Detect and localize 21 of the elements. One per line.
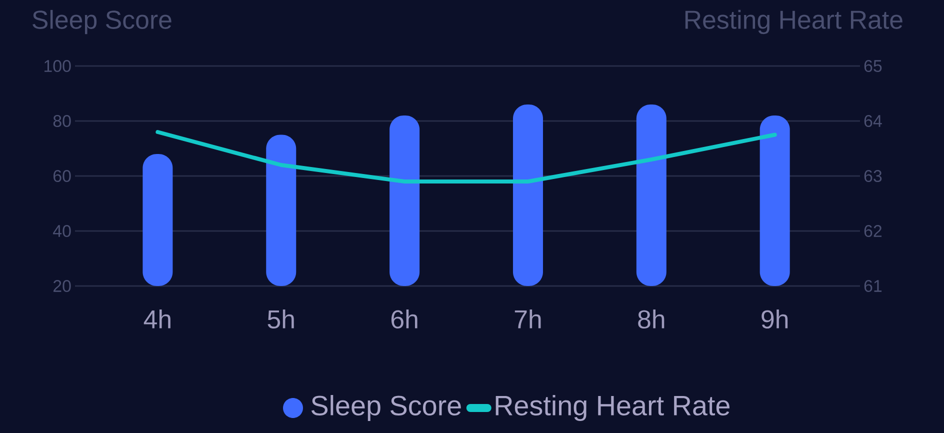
legend-label: Resting Heart Rate [496,395,730,421]
legend-label: Sleep Score [311,395,461,421]
y2-tick-label: 64 [864,115,882,128]
y2-tick-label: 61 [864,280,882,292]
y2-tick-label: 63 [864,170,882,182]
y-tick-label: 100 [44,60,71,72]
y-axis-title: Sleep Score [32,10,172,34]
x-tick-label: 7h [514,310,541,328]
y-tick-label: 80 [53,115,71,128]
y-tick-label: 20 [54,280,71,292]
y2-tick-label: 65 [864,60,882,72]
y2-tick-label: 62 [864,225,882,237]
y2-axis-title: Resting Heart Rate [685,10,902,34]
x-tick-label: 8h [638,310,664,329]
x-tick-label: 5h [268,310,294,329]
x-tick-label: 6h [391,310,418,329]
line-series [156,130,777,184]
y-tick-label: 40 [53,225,71,238]
x-tick-label: 9h [762,310,788,329]
y-tick-label: 60 [54,170,71,182]
x-tick-label: 4h [144,310,170,328]
